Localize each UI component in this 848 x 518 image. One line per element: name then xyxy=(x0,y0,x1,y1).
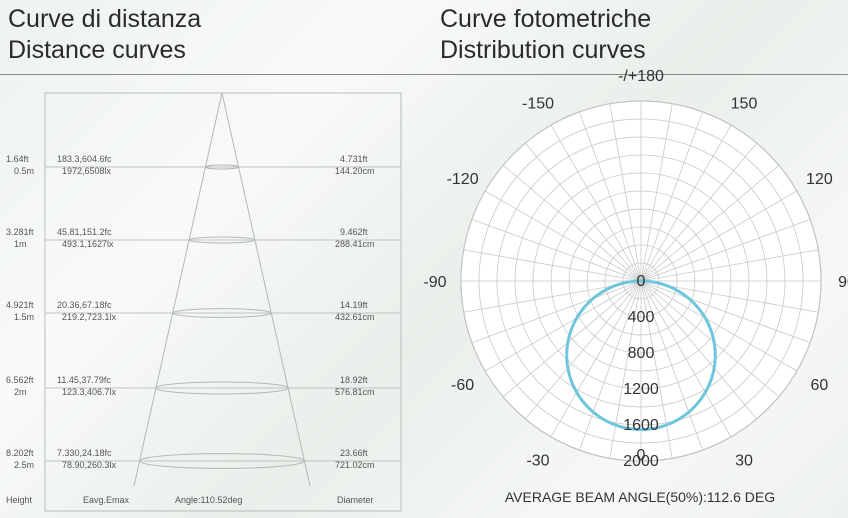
row-diameter-cm: 576.81cm xyxy=(335,387,375,397)
angle-label: 150 xyxy=(731,96,758,113)
angle-label: -60 xyxy=(451,377,474,394)
row-diameter-cm: 144.20cm xyxy=(335,166,375,176)
polar-spoke xyxy=(640,280,780,398)
row-height-ft: 1.64ft xyxy=(6,154,29,164)
polar-spoke xyxy=(484,280,642,372)
title-left-english: Distance curves xyxy=(8,36,186,64)
row-illuminance-fc: 7.330,24.18fc xyxy=(57,448,112,458)
footer-eavg: Eavg.Emax xyxy=(83,495,130,505)
header-divider xyxy=(0,74,848,75)
row-illuminance-fc: 11.45,37.79fc xyxy=(57,375,111,385)
polar-spoke xyxy=(640,280,758,420)
radial-tick-label: 1600 xyxy=(623,417,659,434)
polar-spoke xyxy=(609,103,642,282)
row-diameter-ft: 14.19ft xyxy=(340,300,368,310)
polar-spoke xyxy=(524,280,642,420)
angle-label: 90 xyxy=(838,274,848,291)
row-diameter-cm: 721.02cm xyxy=(335,460,375,470)
polar-spoke xyxy=(471,280,642,343)
footer-height: Height xyxy=(6,495,33,505)
polar-spoke xyxy=(640,142,758,282)
polar-spoke xyxy=(463,249,642,282)
distance-ellipse xyxy=(155,381,289,395)
angle-label: -/+180 xyxy=(618,68,664,85)
polar-spoke xyxy=(502,280,642,398)
row-height-ft: 4.921ft xyxy=(6,300,34,310)
intensity-curve xyxy=(565,279,717,432)
distance-ellipse xyxy=(172,308,272,318)
cone-right-edge xyxy=(221,92,311,487)
angle-label: 120 xyxy=(806,171,833,188)
polar-spoke xyxy=(484,190,642,282)
distance-frame xyxy=(44,92,402,512)
row-height-ft: 3.281ft xyxy=(6,227,34,237)
angle-label: -150 xyxy=(522,96,554,113)
polar-spoke xyxy=(550,280,642,438)
angle-label: -90 xyxy=(423,274,446,291)
polar-spoke xyxy=(502,164,642,282)
polar-spoke xyxy=(640,111,703,282)
polar-spoke xyxy=(550,124,642,282)
angle-label: -120 xyxy=(447,171,479,188)
title-right-italian: Curve fotometriche xyxy=(440,5,652,33)
polar-spoke xyxy=(471,219,642,282)
angle-label: 0 xyxy=(637,447,646,464)
angle-label: -30 xyxy=(526,452,549,469)
row-illuminance-lx: 78.90,260.3lx xyxy=(62,460,117,470)
radial-tick-label: 400 xyxy=(628,309,655,326)
distance-ellipse xyxy=(204,164,240,170)
row-illuminance-fc: 45.81,151.2fc xyxy=(57,227,112,237)
polar-spoke xyxy=(640,190,798,282)
row-illuminance-lx: 123.3,406.7lx xyxy=(62,387,117,397)
distance-ellipse xyxy=(188,236,256,244)
polar-spoke xyxy=(640,103,673,282)
footer-angle: Angle:110.52deg xyxy=(175,495,242,505)
row-diameter-cm: 432.61cm xyxy=(335,312,375,322)
polar-spoke xyxy=(640,280,732,438)
row-height-m: 1m xyxy=(14,239,27,249)
row-illuminance-fc: 20.36,67.18fc xyxy=(57,300,112,310)
row-height-m: 2m xyxy=(14,387,27,397)
beam-angle-caption: AVERAGE BEAM ANGLE(50%):112.6 DEG xyxy=(505,489,775,505)
angle-label: 60 xyxy=(811,377,829,394)
row-height-ft: 8.202ft xyxy=(6,448,34,458)
polar-spoke xyxy=(579,280,642,451)
polar-spoke xyxy=(640,280,811,343)
polar-spoke xyxy=(640,280,673,459)
row-diameter-ft: 4.731ft xyxy=(340,154,368,164)
row-diameter-ft: 9.462ft xyxy=(340,227,368,237)
row-diameter-ft: 23.66ft xyxy=(340,448,368,458)
radial-tick-label: 0 xyxy=(637,273,646,290)
polar-spoke xyxy=(640,249,819,282)
title-right-english: Distribution curves xyxy=(440,36,646,64)
polar-spoke xyxy=(640,124,732,282)
radial-tick-label: 2000 xyxy=(623,453,659,470)
radial-tick-label: 1200 xyxy=(623,381,659,398)
polar-spoke xyxy=(640,164,780,282)
radial-tick-label: 800 xyxy=(628,345,655,362)
row-height-ft: 6.562ft xyxy=(6,375,34,385)
footer-diameter: Diameter xyxy=(337,495,374,505)
row-height-m: 0.5m xyxy=(14,166,34,176)
row-height-m: 1.5m xyxy=(14,312,34,322)
row-illuminance-fc: 183.3,604.6fc xyxy=(57,154,112,164)
polar-spoke xyxy=(640,219,811,282)
distance-ellipse xyxy=(139,453,305,469)
row-illuminance-lx: 219.2,723.1lx xyxy=(62,312,117,322)
polar-spoke xyxy=(640,280,703,451)
polar-spoke xyxy=(640,280,798,372)
polar-spoke xyxy=(524,142,642,282)
polar-spoke xyxy=(579,111,642,282)
row-illuminance-lx: 1972,6508lx xyxy=(62,166,112,176)
row-height-m: 2.5m xyxy=(14,460,34,470)
title-left-italian: Curve di distanza xyxy=(8,5,202,33)
row-diameter-ft: 18.92ft xyxy=(340,375,368,385)
polar-spoke xyxy=(609,280,642,459)
row-diameter-cm: 288.41cm xyxy=(335,239,375,249)
cone-left-edge xyxy=(133,92,223,487)
angle-label: 30 xyxy=(735,452,753,469)
row-illuminance-lx: 493.1,1627lx xyxy=(62,239,114,249)
